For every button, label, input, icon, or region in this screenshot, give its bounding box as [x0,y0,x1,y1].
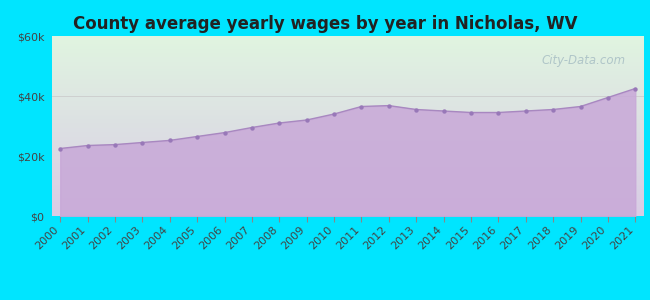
Text: City-Data.com: City-Data.com [541,54,626,67]
Point [411,107,421,112]
Point [630,86,640,91]
Point [329,112,339,116]
Point [164,138,175,143]
Point [603,95,613,100]
Point [493,110,504,115]
Point [384,103,394,108]
Point [55,146,66,151]
Text: County average yearly wages by year in Nicholas, WV: County average yearly wages by year in N… [73,15,577,33]
Point [356,104,367,109]
Point [137,140,148,145]
Point [302,118,312,122]
Point [192,134,202,139]
Point [521,109,531,113]
Point [247,125,257,130]
Point [83,143,93,148]
Point [110,142,120,147]
Point [219,130,229,135]
Point [575,104,586,109]
Point [466,110,476,115]
Point [548,107,558,112]
Point [274,121,285,125]
Point [438,109,448,113]
